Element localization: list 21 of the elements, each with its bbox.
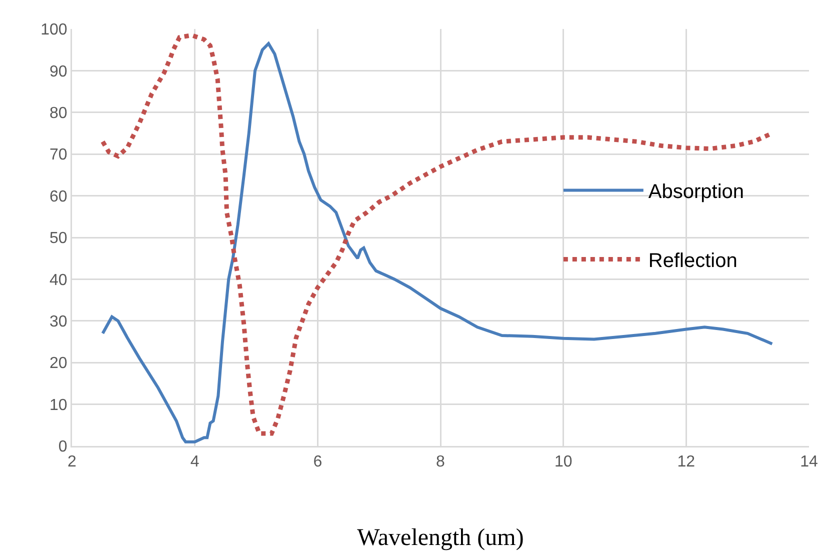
x-tick-label: 4 xyxy=(190,454,200,471)
y-tick-label: 40 xyxy=(50,272,68,289)
legend-label: Absorption xyxy=(648,181,744,204)
y-tick-label: 0 xyxy=(58,438,68,456)
y-tick-label: 20 xyxy=(50,355,68,372)
y-tick-label: 50 xyxy=(50,230,68,248)
y-tick-label: 100 xyxy=(40,22,68,39)
x-tick-label: 2 xyxy=(68,454,77,471)
y-tick-label: 90 xyxy=(50,63,68,80)
legend-label: Reflection xyxy=(648,250,738,272)
y-tick-label: 10 xyxy=(50,396,68,414)
x-tick-label: 10 xyxy=(554,454,572,471)
x-tick-label: 6 xyxy=(313,454,322,471)
y-tick-label: 30 xyxy=(50,314,68,330)
x-tick-label: 12 xyxy=(677,454,696,471)
x-tick-label: 14 xyxy=(800,454,818,471)
x-axis-title: Wavelength (um) xyxy=(357,524,524,551)
y-tick-label: 60 xyxy=(50,188,68,206)
x-tick-label: 8 xyxy=(436,454,446,471)
y-tick-label: 80 xyxy=(50,105,68,122)
y-tick-label: 70 xyxy=(50,146,68,164)
